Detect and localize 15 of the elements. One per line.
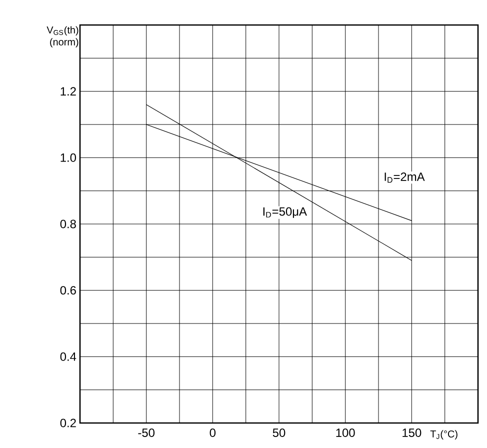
x-tick-label: 0 — [210, 428, 216, 437]
y-tick-label: 0.4 — [60, 352, 76, 361]
y-tick-label: 1.2 — [60, 87, 76, 96]
x-tick-label: 100 — [336, 428, 355, 437]
x-axis-title: T$_{J}$(°C) — [430, 430, 458, 440]
annotation: I$_{D}$=2mA — [384, 172, 425, 183]
x-tick-label: -50 — [138, 428, 155, 437]
y-tick-label: 0.8 — [60, 220, 76, 228]
y-axis-title: V$_{GS}$(th) (norm) — [46, 26, 78, 48]
annotation: I$_{D}$=50μA — [263, 207, 307, 218]
x-tick-label: 150 — [402, 428, 422, 437]
y-tick-label: 0.2 — [60, 418, 76, 428]
y-tick-label: 0.6 — [60, 286, 76, 295]
x-tick-label: 50 — [272, 428, 286, 437]
y-tick-label: 1.0 — [60, 153, 76, 162]
